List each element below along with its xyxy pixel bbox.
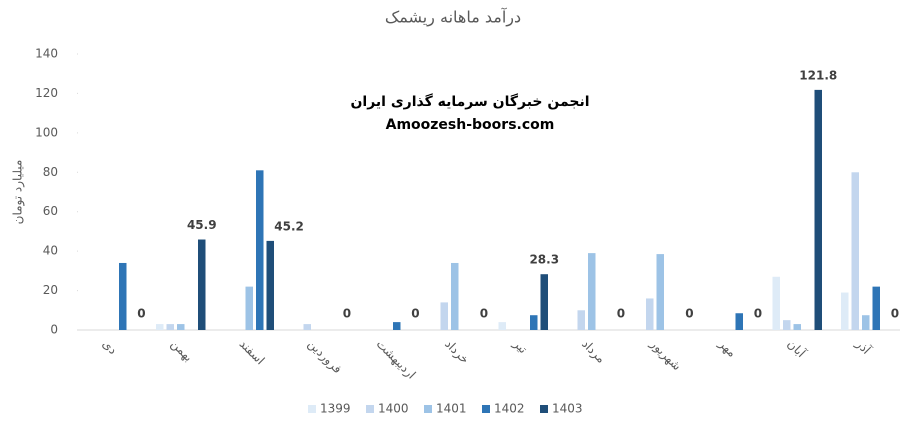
- x-tick-label: اردیبهشت: [373, 337, 419, 383]
- bar: [498, 322, 506, 330]
- legend-label: 1401: [436, 402, 467, 416]
- bar: [588, 253, 596, 330]
- annotation: Amoozesh-boors.com: [386, 117, 555, 133]
- bar: [451, 262, 459, 330]
- bar: [256, 170, 264, 330]
- legend-label: 1403: [552, 402, 583, 416]
- data-label: 0: [343, 307, 351, 321]
- x-tick-label: دی: [100, 337, 120, 357]
- bar: [862, 315, 870, 330]
- bar: [530, 315, 538, 330]
- data-label: 121.8: [799, 68, 837, 82]
- legend-swatch: [424, 405, 432, 413]
- y-tick-label: 120: [35, 86, 58, 100]
- chart-title: درآمد ماهانه ریشمک: [385, 8, 521, 28]
- bar: [245, 286, 253, 330]
- legend-label: 1402: [494, 402, 525, 416]
- bar: [166, 324, 174, 330]
- y-tick-label: 100: [35, 125, 58, 139]
- x-tick-label: مهر: [715, 336, 739, 360]
- data-label: 0: [480, 307, 488, 321]
- legend-swatch: [308, 405, 316, 413]
- y-tick-label: 40: [43, 244, 58, 258]
- bar: [793, 324, 801, 330]
- legend-label: 1400: [378, 402, 409, 416]
- y-tick-label: 20: [43, 283, 58, 297]
- bar: [440, 302, 448, 330]
- data-label: 0: [137, 307, 145, 321]
- bar: [772, 276, 780, 330]
- data-label: 0: [411, 307, 419, 321]
- bar: [266, 240, 274, 330]
- bar: [735, 313, 743, 330]
- y-tick-label: 60: [43, 204, 58, 218]
- bar: [646, 298, 654, 330]
- bar: [656, 254, 664, 330]
- bar: [841, 292, 849, 330]
- data-label: 0: [617, 307, 625, 321]
- bar: [156, 324, 164, 330]
- x-tick-label: شهریور: [646, 336, 684, 374]
- annotation: انجمن خبرگان سرمایه گذاری ایران: [350, 93, 589, 110]
- x-tick-label: مرداد: [578, 337, 608, 367]
- bar: [393, 322, 401, 330]
- y-tick-label: 80: [43, 165, 58, 179]
- bar: [119, 262, 127, 330]
- bar: [540, 274, 548, 330]
- data-label: 0: [685, 307, 693, 321]
- x-tick-label: اسفند: [237, 337, 268, 368]
- y-tick-label: 0: [50, 323, 58, 337]
- legend-swatch: [366, 405, 374, 413]
- x-tick-label: خرداد: [441, 337, 471, 367]
- legend-swatch: [482, 405, 490, 413]
- data-label: 0: [891, 307, 899, 321]
- x-tick-label: بهمن: [167, 337, 195, 365]
- x-tick-label: فروردین: [304, 337, 344, 377]
- bar: [198, 239, 206, 330]
- bar: [303, 324, 311, 330]
- data-label: 28.3: [529, 253, 559, 267]
- data-label: 45.9: [187, 218, 217, 232]
- bar: [783, 320, 791, 330]
- bar: [872, 286, 880, 330]
- data-label: 45.2: [274, 219, 304, 233]
- y-tick-label: 140: [35, 47, 58, 61]
- bar: [577, 310, 585, 330]
- x-tick-label: تیر: [509, 336, 530, 357]
- bar: [814, 89, 822, 330]
- x-tick-label: آذر: [852, 335, 875, 358]
- y-axis-label: میلیارد تومان: [11, 160, 26, 225]
- bar: [177, 324, 185, 330]
- bar: [851, 172, 859, 330]
- legend-swatch: [540, 405, 548, 413]
- x-tick-label: آبان: [785, 336, 810, 361]
- data-label: 0: [754, 307, 762, 321]
- legend-label: 1399: [320, 402, 351, 416]
